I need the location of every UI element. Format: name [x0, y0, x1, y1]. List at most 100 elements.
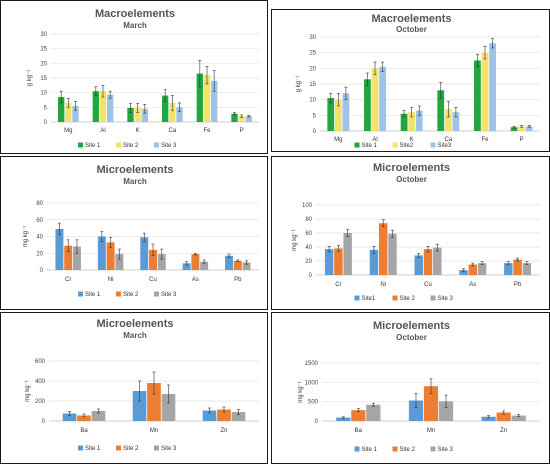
chart1-y-tick-label: 15 — [309, 82, 316, 88]
chart2-bar — [97, 236, 106, 270]
chart2-bar — [225, 255, 234, 270]
chart0-bar — [161, 95, 169, 122]
chart4-bar — [202, 410, 217, 421]
chart4-bar — [231, 412, 246, 421]
chart2-y-tick-label: 40 — [36, 235, 43, 241]
chart3-bar — [477, 263, 487, 275]
chart0-legend-swatch — [78, 142, 83, 148]
chart2-bar — [157, 254, 166, 270]
chart1-y-tick-label: 25 — [309, 51, 316, 57]
chart2-category-label: Cu — [149, 277, 157, 283]
chart3-legend-swatch — [392, 295, 398, 301]
chart4-subtitle: March — [123, 331, 147, 340]
chart1-bar — [334, 99, 342, 131]
chart2-y-tick-label: 0 — [40, 268, 44, 274]
chart3-category-label: Cr — [335, 282, 341, 288]
chart3-subtitle: October — [396, 175, 427, 184]
chart1-bar — [452, 112, 460, 131]
chart1-bar — [408, 112, 416, 131]
chart0-category-label: P — [240, 128, 244, 134]
chart1-category-label: Fe — [481, 137, 489, 143]
chart4-category-label: Zn — [220, 428, 227, 434]
chart3-bar — [513, 259, 522, 275]
chart2-bar — [200, 261, 209, 270]
chart3-legend-swatch — [430, 295, 436, 301]
chart5-y-tick-label: 1500 — [305, 361, 319, 367]
chart0-bar — [169, 102, 176, 122]
chart3-bar — [423, 249, 433, 275]
chart1-subtitle: October — [396, 25, 427, 34]
chart4-legend-swatch — [116, 445, 121, 451]
chart1-bar — [371, 68, 379, 131]
chart2-category-label: Cr — [65, 277, 71, 283]
chart5-bar — [438, 401, 454, 421]
chart2-category-label: Ni — [108, 277, 114, 283]
chart3-bar — [522, 263, 532, 275]
chart1-bar — [474, 60, 481, 131]
chart0-bar — [65, 102, 72, 122]
chart2-category-label: As — [192, 277, 199, 283]
chart2-bar — [140, 237, 149, 270]
chart3-category-label: Ni — [380, 282, 386, 288]
chart3-bar — [504, 263, 513, 275]
chart4-y-axis-label: mg kg⁻¹ — [25, 380, 31, 402]
chart4-y-tick-label: 400 — [35, 379, 46, 385]
chart0-bar — [127, 107, 134, 122]
chart0-bar — [176, 107, 183, 122]
chart2-legend-label: Site 1 — [85, 292, 101, 298]
chart1-bar — [489, 43, 496, 132]
chart0-bar — [238, 116, 245, 122]
chart2-title: Microelements — [96, 164, 173, 176]
chart0-bar — [99, 91, 107, 122]
chart1-legend-swatch — [354, 142, 360, 148]
chart2-bar — [55, 228, 64, 270]
chart0-bar — [134, 107, 141, 122]
chart3-y-tick-label: 0 — [309, 273, 313, 279]
chart2-bar — [64, 245, 73, 270]
chart4-legend-swatch — [78, 445, 83, 451]
chart1-bar — [510, 127, 518, 131]
chart3-legend-label: Site 3 — [438, 296, 454, 302]
chart5-y-tick-label: 500 — [308, 400, 319, 406]
chart2-legend-label: Site 3 — [161, 292, 177, 298]
chart3-bar — [468, 264, 478, 275]
chart3-bar — [459, 270, 468, 275]
chart-panel-micro-october-a: Microelements October 0 20 40 60 80 100 mg kg⁻¹ C… — [271, 156, 550, 310]
chart3-bar — [414, 255, 423, 275]
chart1-bar — [525, 126, 533, 131]
chart3-y-tick-label: 60 — [305, 231, 312, 237]
chart5-bar — [336, 417, 351, 421]
chart5-legend-swatch — [430, 446, 436, 452]
chart4-category-label: Mn — [150, 428, 158, 434]
chart4-title: Microelements — [96, 318, 173, 330]
chart0-bar — [245, 116, 253, 122]
chart0-title: Macroelements — [95, 8, 175, 20]
chart1-legend-label: Site3 — [438, 143, 452, 149]
chart2-bar — [106, 242, 115, 270]
chart1-y-tick-label: 0 — [313, 129, 317, 135]
chart0-category-label: K — [136, 128, 140, 134]
chart1-bar — [518, 126, 526, 131]
chart5-category-label: Ba — [355, 428, 363, 434]
chart3-y-tick-label: 40 — [305, 245, 312, 251]
chart5-y-tick-label: 1000 — [305, 380, 319, 386]
chart1-legend-swatch — [430, 142, 436, 148]
chart0-y-tick-label: 30 — [40, 32, 47, 38]
chart1-bar — [444, 109, 452, 131]
chart1-bar — [437, 90, 445, 131]
chart1-bar — [400, 113, 408, 131]
chart4-legend-label: Site 1 — [85, 446, 101, 452]
chart2-legend-swatch — [116, 291, 121, 297]
chart0-bar — [106, 94, 114, 122]
chart4-y-tick-label: 0 — [42, 419, 46, 425]
chart3-legend-label: Site1 — [362, 296, 376, 302]
chart1-bar — [481, 52, 489, 131]
chart1-y-tick-label: 20 — [309, 66, 316, 72]
chart4-bar — [217, 409, 231, 421]
chart1-category-label: Mg — [334, 137, 342, 143]
chart3-category-label: As — [469, 282, 476, 288]
